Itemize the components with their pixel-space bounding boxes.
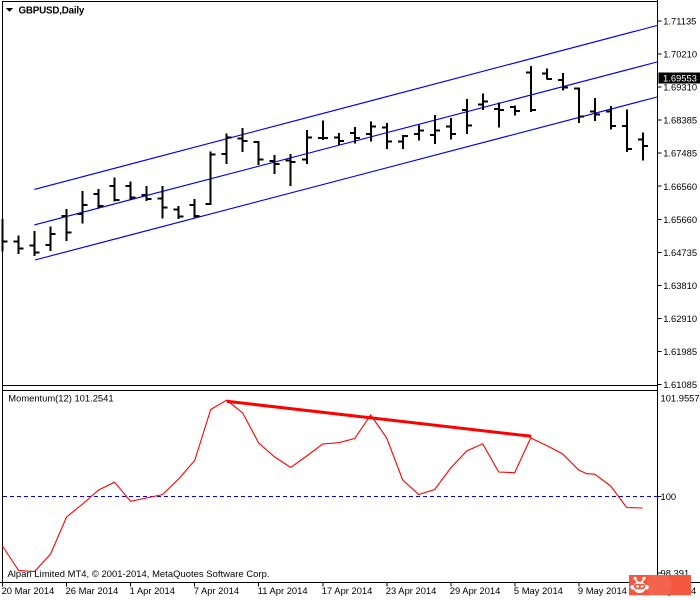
- svg-text:1.71135: 1.71135: [663, 16, 696, 27]
- svg-text:17 Apr 2014: 17 Apr 2014: [322, 585, 373, 596]
- svg-text:1.64735: 1.64735: [663, 247, 697, 258]
- svg-text:100: 100: [661, 491, 677, 502]
- svg-text:23 Apr 2014: 23 Apr 2014: [386, 585, 437, 596]
- svg-text:5 May 2014: 5 May 2014: [514, 585, 563, 596]
- svg-text:1.66560: 1.66560: [663, 181, 697, 192]
- svg-text:9 May 2014: 9 May 2014: [578, 585, 627, 596]
- svg-text:1.61085: 1.61085: [663, 379, 697, 390]
- svg-text:98.391: 98.391: [661, 567, 690, 578]
- svg-text:101.9557: 101.9557: [661, 393, 700, 404]
- svg-text:1.69553: 1.69553: [663, 72, 697, 83]
- svg-text:1.69310: 1.69310: [663, 82, 697, 93]
- svg-text:26 Mar 2014: 26 Mar 2014: [66, 585, 119, 596]
- svg-text:1.63810: 1.63810: [663, 280, 697, 291]
- svg-text:1.65660: 1.65660: [663, 214, 697, 225]
- svg-text:29 Apr 2014: 29 Apr 2014: [450, 585, 501, 596]
- svg-text:1 Apr 2014: 1 Apr 2014: [130, 585, 175, 596]
- svg-text:GBPUSD,Daily: GBPUSD,Daily: [19, 6, 85, 17]
- svg-text:1.70210: 1.70210: [663, 49, 697, 60]
- svg-text:11 Apr 2014: 11 Apr 2014: [258, 585, 308, 596]
- svg-text:Momentum(12) 101.2541: Momentum(12) 101.2541: [8, 393, 113, 404]
- svg-text:7 Apr 2014: 7 Apr 2014: [194, 585, 239, 596]
- svg-text:1.67485: 1.67485: [663, 148, 697, 159]
- svg-text:1.61985: 1.61985: [663, 346, 697, 357]
- svg-text:1.62910: 1.62910: [663, 313, 697, 324]
- svg-text:1.68385: 1.68385: [663, 115, 697, 126]
- svg-text:20 Mar 2014: 20 Mar 2014: [2, 585, 55, 596]
- svg-text:Alpari Limited MT4, © 2001-201: Alpari Limited MT4, © 2001-2014, MetaQuo…: [8, 568, 270, 579]
